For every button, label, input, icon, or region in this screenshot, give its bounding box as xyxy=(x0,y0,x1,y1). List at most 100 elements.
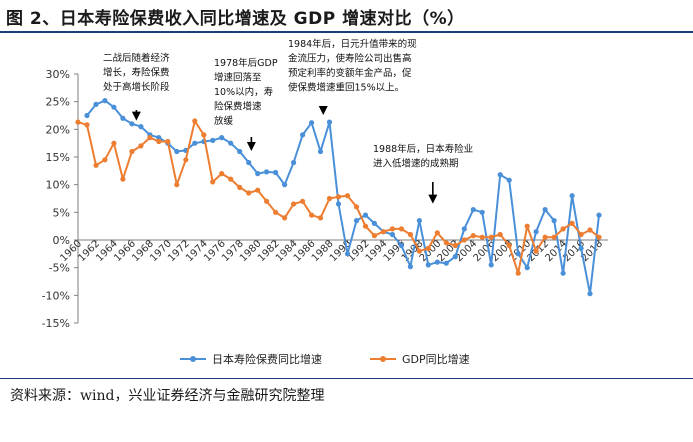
annotation-line: 1984年后，日元升值带来的现 xyxy=(288,38,417,50)
data-point xyxy=(165,138,171,145)
data-point xyxy=(515,270,521,276)
data-point xyxy=(587,227,593,233)
data-point xyxy=(524,223,530,229)
data-point xyxy=(75,119,81,125)
data-point xyxy=(461,237,467,243)
legend-item-gdp-label: GDP同比增速 xyxy=(402,352,470,366)
y-tick-label: -5% xyxy=(49,262,70,275)
data-point xyxy=(353,218,360,224)
data-point xyxy=(425,245,431,251)
y-tick-label: 0% xyxy=(53,234,70,247)
data-point xyxy=(398,242,404,249)
data-point xyxy=(461,226,467,232)
data-point xyxy=(470,207,476,213)
y-tick-label: -15% xyxy=(42,317,70,330)
data-point xyxy=(93,162,99,168)
annotation-line: 预定利率的变额年金产品，促 xyxy=(288,67,412,79)
data-point xyxy=(362,212,369,218)
data-point xyxy=(434,259,440,265)
data-point xyxy=(129,121,135,127)
annotation-line: 放缓 xyxy=(214,115,234,127)
annotation-line: 二战后随着经济 xyxy=(103,52,170,64)
data-point xyxy=(389,231,395,238)
data-point xyxy=(434,230,440,236)
y-tick-label: 30% xyxy=(46,68,70,81)
data-point xyxy=(120,176,126,182)
annotation-arrowhead xyxy=(428,194,438,204)
data-point xyxy=(515,251,521,257)
y-tick-label: 15% xyxy=(46,151,70,164)
data-point xyxy=(264,198,270,204)
data-point xyxy=(407,264,413,270)
data-point xyxy=(282,215,288,221)
data-point xyxy=(578,231,584,238)
data-point xyxy=(371,220,377,226)
data-point xyxy=(443,240,449,246)
data-point xyxy=(443,260,449,266)
y-tick-label: 5% xyxy=(53,206,70,219)
data-point xyxy=(237,148,243,155)
annotation-line: 1978年后GDP xyxy=(214,57,278,69)
data-point xyxy=(174,182,180,188)
data-point xyxy=(407,231,413,238)
annotation-line: 增速回落至 xyxy=(214,72,262,84)
data-point xyxy=(506,242,512,249)
data-point xyxy=(156,135,162,141)
data-point xyxy=(317,148,324,155)
data-point xyxy=(488,262,494,268)
data-point xyxy=(416,218,422,224)
data-point xyxy=(344,193,351,199)
data-point xyxy=(335,201,342,207)
data-point xyxy=(569,220,575,226)
data-point xyxy=(497,231,503,238)
source-rule xyxy=(0,378,693,379)
data-point xyxy=(542,234,548,240)
data-point xyxy=(326,119,333,125)
data-point xyxy=(228,176,234,182)
data-point xyxy=(102,98,108,104)
data-point xyxy=(201,132,207,138)
data-point xyxy=(344,251,351,257)
annotation-line: 处于高增长阶段 xyxy=(103,81,170,93)
data-point xyxy=(300,198,306,204)
source-note: 资料来源：wind，兴业证券经济与金融研究院整理 xyxy=(10,388,325,404)
data-point xyxy=(326,195,333,202)
data-point xyxy=(371,233,377,239)
data-point xyxy=(587,291,593,297)
data-point xyxy=(488,234,494,240)
data-point xyxy=(282,182,288,188)
legend: 日本寿险保费同比增速 GDP同比增速 xyxy=(180,352,470,366)
data-point xyxy=(362,223,369,229)
data-point xyxy=(291,159,297,166)
series-line-life-premium xyxy=(86,99,600,295)
data-point xyxy=(273,209,279,215)
data-point xyxy=(452,254,458,260)
data-point xyxy=(560,226,566,232)
data-point xyxy=(335,194,342,200)
data-point xyxy=(596,234,602,240)
annotation-line: 增长，寿险保费 xyxy=(103,67,170,79)
data-point xyxy=(551,218,557,224)
data-point xyxy=(111,140,117,146)
figure-title: 图 2、日本寿险保费收入同比增速及 GDP 增速对比（%） xyxy=(6,9,465,29)
annotation-line: 金流压力，使寿险公司出售高 xyxy=(288,53,412,65)
data-point xyxy=(174,148,180,155)
y-tick-label: 10% xyxy=(46,179,70,192)
data-point xyxy=(479,234,485,240)
annotations: 二战后随着经济增长，寿险保费处于高增长阶段 1978年后GDP 增速回落至 10%以内… xyxy=(103,38,473,204)
annotation-text: 1988年后，日本寿险业进入低增速的成熟期 xyxy=(373,143,473,170)
data-point xyxy=(300,132,306,138)
data-point xyxy=(120,115,126,121)
data-point xyxy=(111,104,117,110)
data-point xyxy=(192,118,198,124)
data-point xyxy=(416,248,422,254)
data-point xyxy=(219,171,225,177)
series-lines xyxy=(75,98,602,297)
data-point xyxy=(273,169,279,176)
data-point xyxy=(425,262,431,268)
legend-item-life-premium-label: 日本寿险保费同比增速 xyxy=(212,352,322,366)
data-point xyxy=(210,179,216,185)
data-point xyxy=(353,204,360,210)
data-point xyxy=(533,229,539,235)
data-point xyxy=(156,138,162,145)
